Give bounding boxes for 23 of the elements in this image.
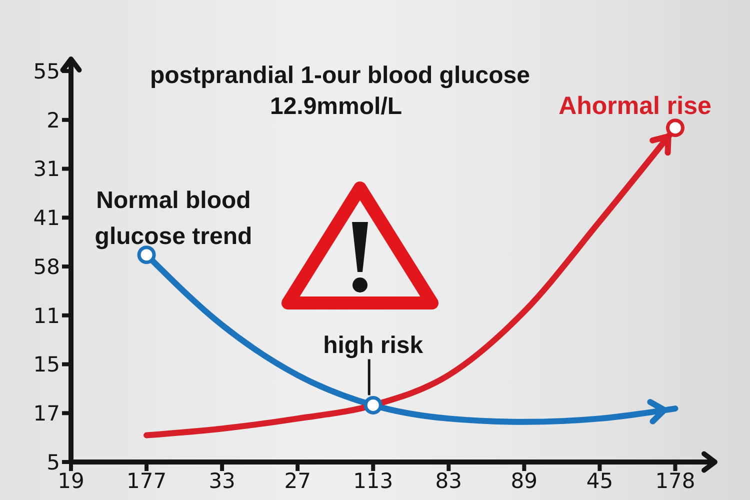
x-tick-label: 27 xyxy=(284,468,311,493)
chart-title: postprandial 1-our blood glucose xyxy=(150,62,530,89)
annotation: high risk xyxy=(323,332,424,360)
x-tick-label: 177 xyxy=(126,468,167,493)
category-label: 58 xyxy=(33,254,60,279)
category-label: 11 xyxy=(33,304,60,328)
chart-subtitle: 12.9mmol/L xyxy=(270,93,402,120)
category-label: 15 xyxy=(33,352,60,377)
category-label: 5 xyxy=(46,450,60,474)
x-tick-label: 45 xyxy=(586,468,614,493)
series-label: Ahormal rise xyxy=(558,92,712,120)
annotation: Normal blood glucose trend xyxy=(94,186,252,250)
category-label: 41 xyxy=(33,206,60,230)
x-tick-label: 33 xyxy=(208,468,236,493)
x-tick-label: 83 xyxy=(435,468,462,493)
x-tick-label: 113 xyxy=(353,468,394,493)
x-tick-label: 89 xyxy=(510,468,538,493)
category-label: 2 xyxy=(46,108,60,132)
category-label: 31 xyxy=(33,157,60,182)
x-tick-label: 178 xyxy=(655,468,696,493)
category-label: 55 xyxy=(33,59,60,84)
category-label: 17 xyxy=(33,402,60,426)
x-tick-label: 19 xyxy=(58,468,84,493)
